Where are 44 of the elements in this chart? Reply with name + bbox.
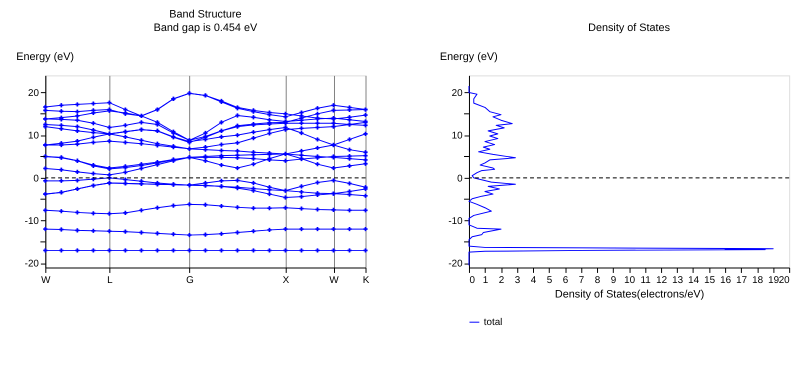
x-tick-label: 19 [768,274,780,286]
chart-subtitle: Band gap is 0.454 eV [154,22,258,34]
x-tick-label: 5 [546,274,553,286]
y-axis-title: Energy (eV) [16,51,74,64]
y-tick-label: 20 [452,88,464,99]
y-tick-label: 10 [28,130,40,142]
x-tick-label: 9 [610,274,617,286]
x-axis-title: Density of States(electrons/eV) [554,288,704,301]
y-tick-label: 20 [28,88,40,99]
legend-label: total [484,317,502,328]
x-tick-label: K [362,274,370,286]
x-tick-label: 3 [514,274,521,286]
y-tick-label: 0 [457,173,464,184]
y-tick-label: 10 [452,130,464,142]
x-tick-label: 14 [688,274,700,286]
x-tick-label: 1 [482,274,488,286]
x-tick-label: 16 [720,274,732,286]
x-tick-label: 15 [704,274,716,286]
y-tick-label: 0 [33,173,40,184]
x-tick-label: W [41,274,52,286]
chart-title: Density of States [588,22,671,34]
x-tick-label: 8 [594,274,601,286]
y-tick-label: -10 [24,216,40,227]
y-tick-label: -20 [448,258,464,270]
x-tick-label: 7 [578,274,584,286]
y-axis-title: Energy (eV) [440,51,498,64]
x-tick-label: L [107,274,114,286]
x-tick-label: 13 [672,274,684,286]
y-tick-label: -20 [24,258,40,270]
x-tick-label: 4 [530,274,537,286]
x-tick-label: G [186,274,194,286]
x-tick-label: 12 [656,274,668,286]
x-tick-label: 18 [752,274,764,286]
x-tick-label: X [282,274,290,286]
x-tick-label: 2 [498,274,504,286]
x-tick-label: 17 [736,274,748,286]
x-tick-label: 20 [778,274,790,286]
x-tick-label: 11 [640,274,651,286]
x-tick-label: 6 [562,274,569,286]
x-tick-label: 0 [469,274,476,286]
x-tick-label: 10 [624,274,636,286]
chart-title: Band Structure [169,8,242,20]
x-tick-label: W [329,274,340,286]
y-tick-label: -10 [448,216,464,227]
